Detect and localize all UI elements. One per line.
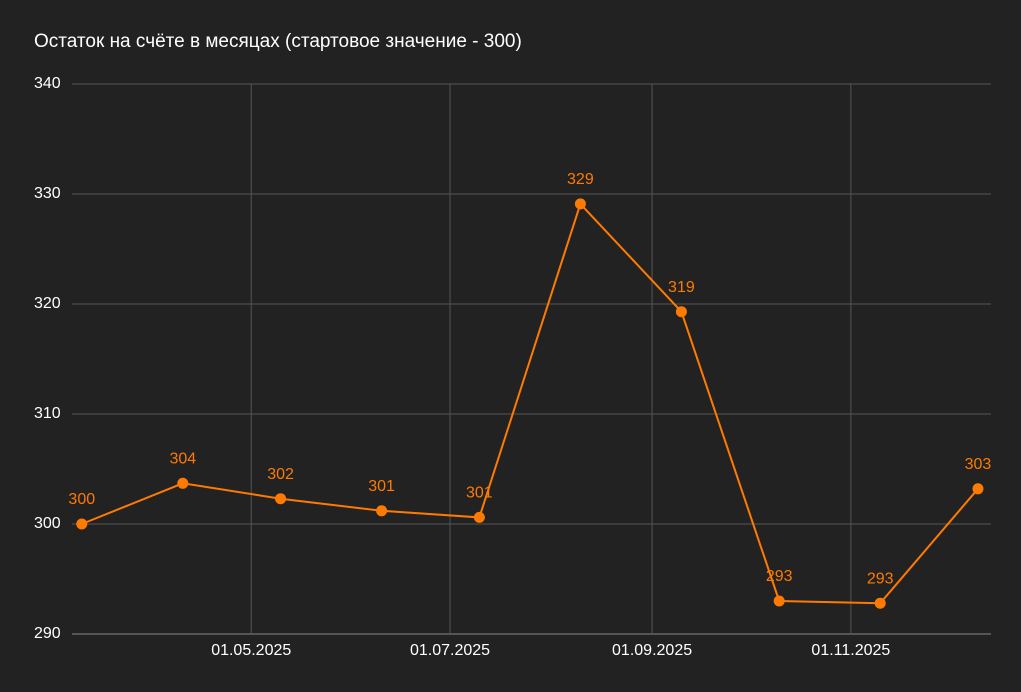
data-label: 304	[169, 451, 196, 468]
chart-title: Остаток на счёте в месяцах (стартовое зн…	[34, 31, 522, 52]
data-label: 301	[466, 485, 493, 502]
data-label: 302	[267, 466, 294, 483]
point	[874, 597, 886, 609]
y-tick-label: 300	[34, 515, 61, 532]
point	[177, 477, 189, 489]
data-label: 303	[965, 456, 992, 473]
y-tick-label: 320	[34, 295, 61, 312]
point	[473, 511, 485, 523]
data-label: 319	[668, 279, 695, 296]
y-tick-label: 330	[34, 185, 61, 202]
data-label: 293	[867, 570, 894, 587]
y-tick-label: 340	[34, 75, 61, 92]
point	[574, 198, 586, 210]
point	[376, 505, 388, 517]
point	[275, 493, 287, 505]
point	[675, 306, 687, 318]
x-tick-label: 01.05.2025	[211, 642, 291, 659]
x-tick-label: 01.07.2025	[410, 642, 490, 659]
data-label: 329	[567, 171, 594, 188]
y-tick-label: 290	[34, 625, 61, 642]
data-label: 301	[368, 478, 395, 495]
x-tick-label: 01.11.2025	[811, 642, 890, 659]
x-tick-label: 01.09.2025	[612, 642, 692, 659]
data-label: 293	[766, 568, 793, 585]
point	[972, 483, 984, 495]
point	[76, 518, 88, 530]
point	[773, 595, 785, 607]
data-label: 300	[68, 491, 95, 508]
line	[81, 201, 979, 605]
y-tick-label: 310	[34, 405, 61, 422]
